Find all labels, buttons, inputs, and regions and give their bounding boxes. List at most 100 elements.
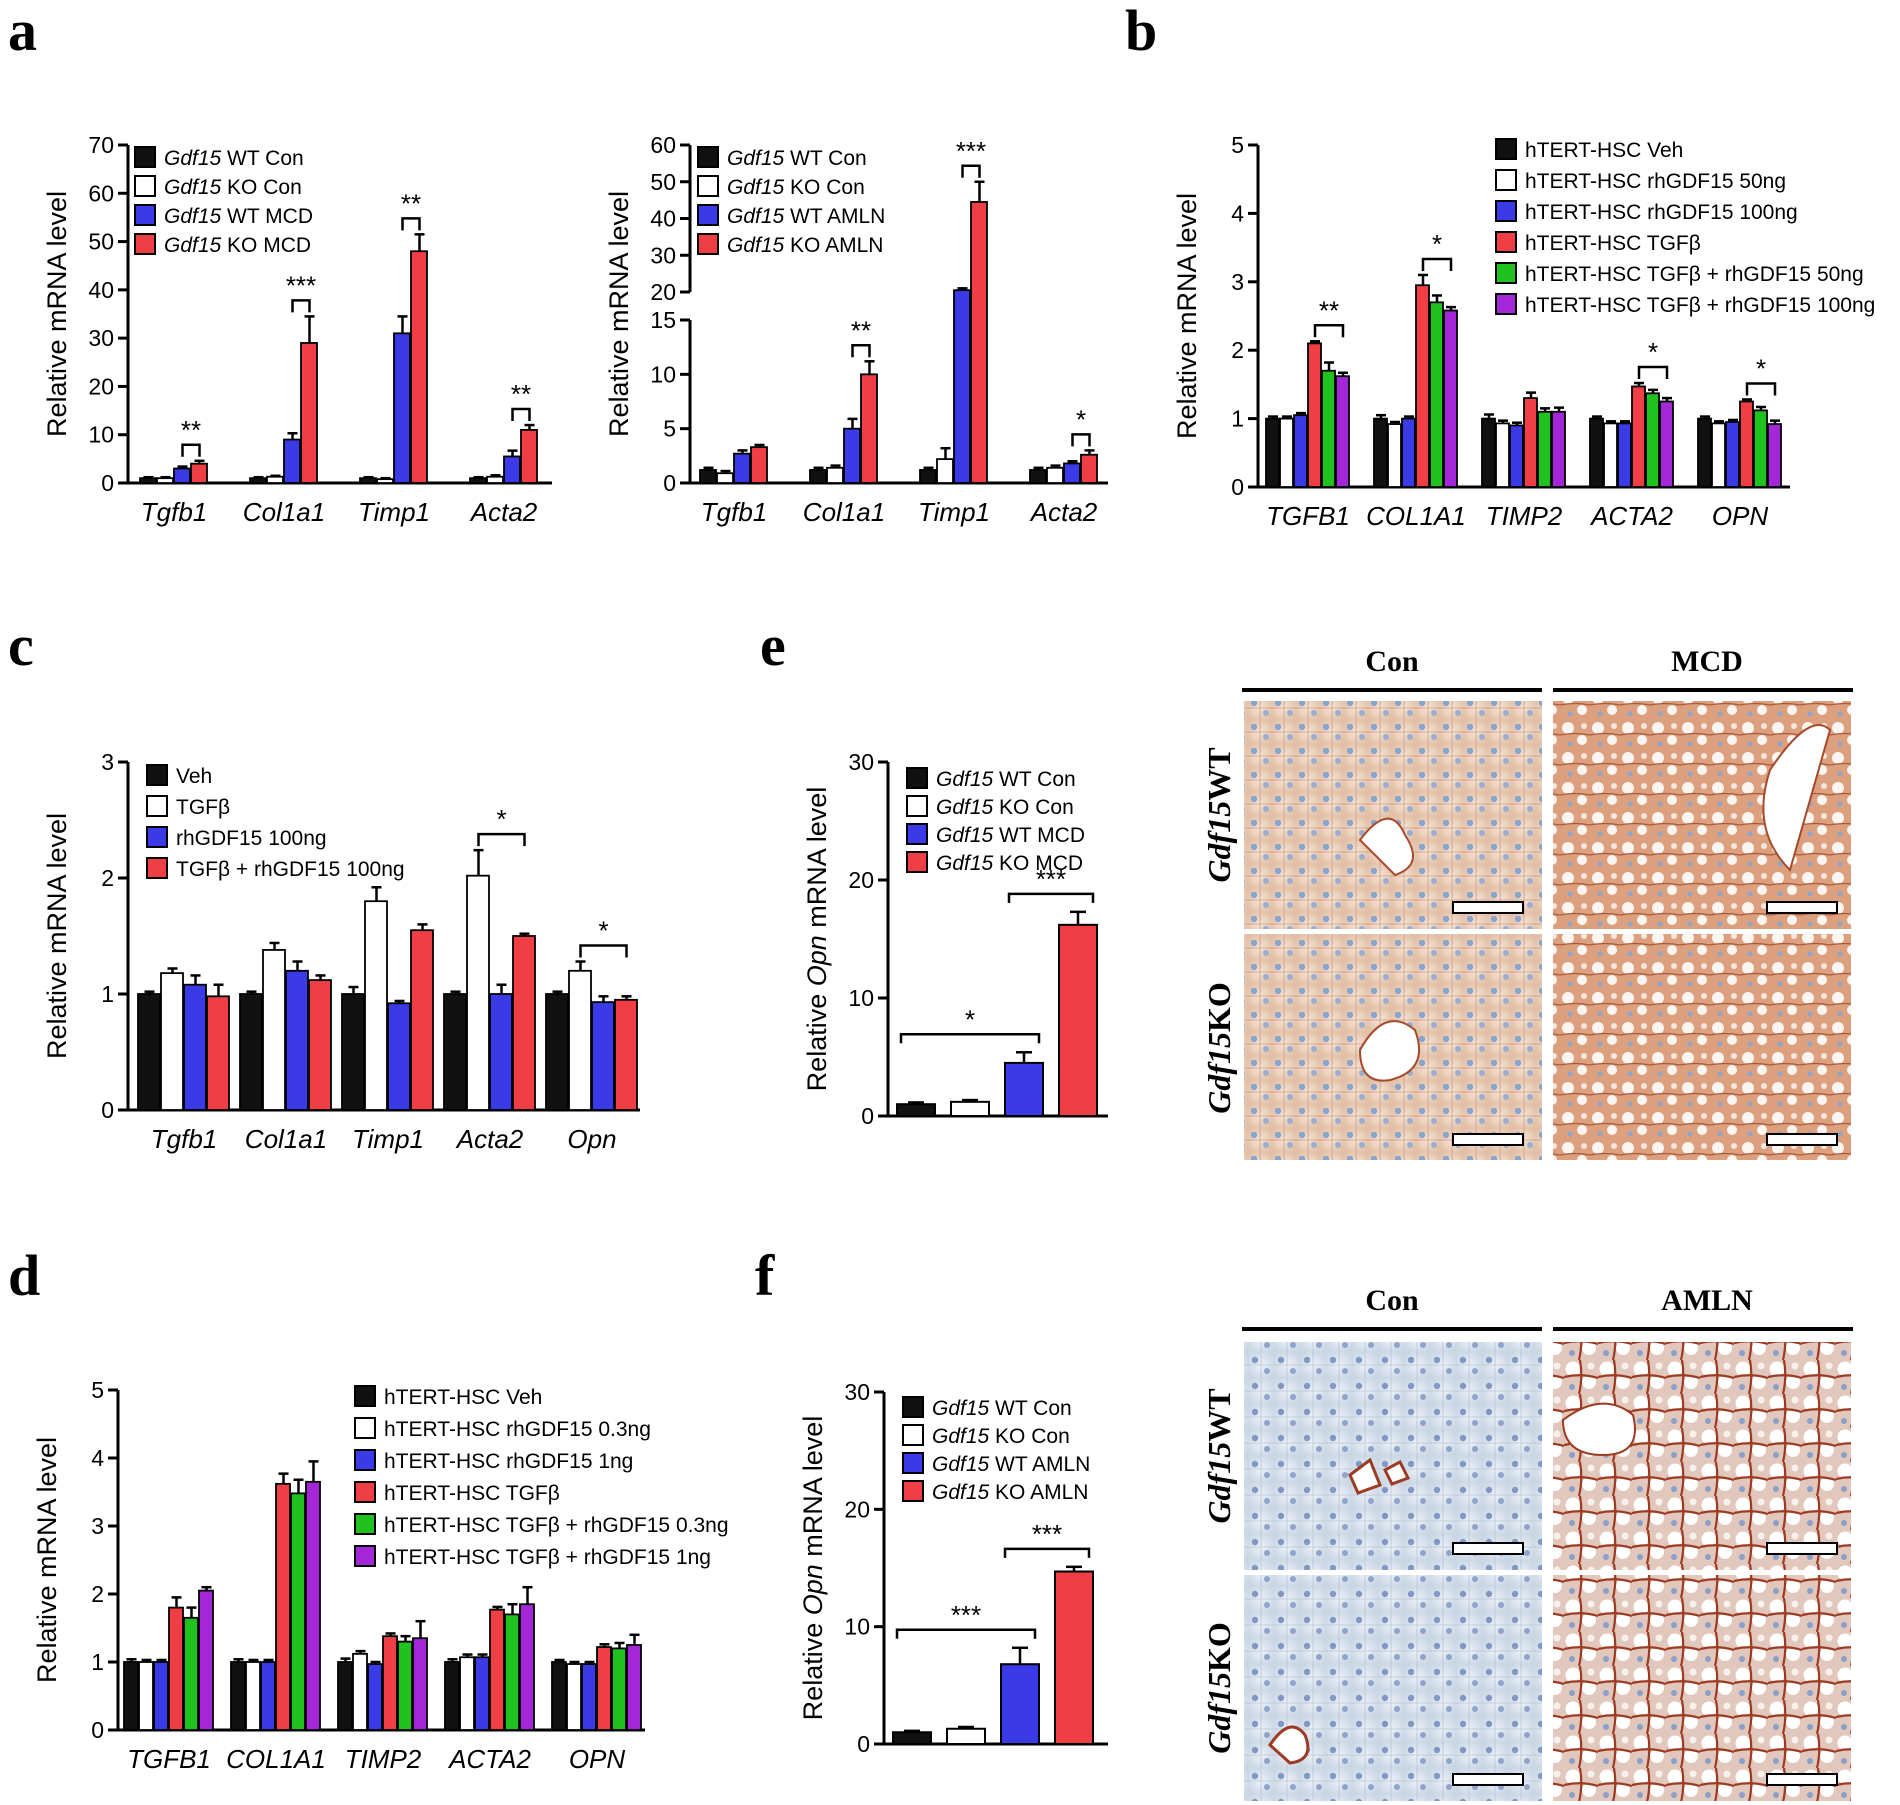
b-bar bbox=[1443, 309, 1458, 488]
chart-c: 0 1 2 3 Relative mRNA level Tgfb1 Col1a1 Timp1 A… bbox=[42, 749, 640, 1154]
a2-y-tick-label: 40 bbox=[650, 206, 676, 232]
a2-bar bbox=[936, 458, 954, 484]
d-bar bbox=[367, 1663, 383, 1731]
b-significance-label: * bbox=[1648, 337, 1658, 367]
b-bar bbox=[1697, 417, 1712, 488]
a1-legend-label: Gdf15 KO MCD bbox=[164, 234, 311, 257]
b-bar bbox=[1725, 421, 1740, 488]
histology-f-ko-amln-image bbox=[1553, 1575, 1851, 1801]
c-significance-bracket bbox=[579, 944, 628, 958]
histology-e-vessel bbox=[1358, 817, 1414, 877]
a1-legend-label: Gdf15 WT Con bbox=[164, 147, 304, 170]
b-x-tick-label: TGFB1 bbox=[1266, 501, 1350, 531]
d-bar bbox=[123, 1661, 139, 1731]
scale-bar bbox=[1452, 1133, 1524, 1146]
e-significance-label: *** bbox=[1036, 864, 1066, 894]
a1-significance-bracket bbox=[401, 217, 421, 231]
b-significance-bracket bbox=[1421, 257, 1453, 271]
b-legend-swatch bbox=[1495, 293, 1517, 315]
a2-legend-label: Gdf15 KO AMLN bbox=[727, 234, 883, 257]
a1-x-tick-label: Col1a1 bbox=[243, 497, 325, 527]
a1-bar bbox=[249, 477, 267, 484]
a2-bar bbox=[1063, 462, 1081, 484]
b-bar bbox=[1481, 417, 1496, 488]
b-bar bbox=[1617, 422, 1632, 488]
b-legend-swatch bbox=[1495, 169, 1517, 191]
b-y-tick-label: 1 bbox=[1231, 406, 1244, 432]
c-y-tick-label: 1 bbox=[101, 981, 114, 1007]
a1-x-tick-label: Timp1 bbox=[358, 497, 430, 527]
b-bar bbox=[1387, 423, 1402, 488]
c-bar bbox=[466, 874, 490, 1111]
b-bar bbox=[1645, 392, 1660, 488]
d-legend-swatch bbox=[354, 1513, 376, 1535]
a1-significance-label: ** bbox=[401, 188, 421, 218]
a2-y-tick-label: 5 bbox=[663, 416, 676, 442]
b-y-tick-label: 3 bbox=[1231, 269, 1244, 295]
histology-e-vessel bbox=[1762, 724, 1832, 872]
c-bar bbox=[410, 929, 434, 1111]
histology-f-col-header-1: Con bbox=[1365, 1284, 1419, 1317]
a2-y-tick-label: 20 bbox=[650, 279, 676, 305]
f-legend-label: Gdf15 WT Con bbox=[932, 1397, 1072, 1420]
a2-bar bbox=[1029, 469, 1047, 484]
b-x-tick-label: TIMP2 bbox=[1486, 501, 1563, 531]
b-bar bbox=[1659, 400, 1674, 488]
a1-y-tick-label: 50 bbox=[88, 229, 114, 255]
f-legend-label: Gdf15 KO Con bbox=[932, 1425, 1070, 1448]
a2-significance-bracket bbox=[851, 344, 871, 358]
histology-panel-e: Con MCD Gdf15WT Gdf15KO bbox=[1201, 645, 1853, 1160]
d-legend-swatch bbox=[354, 1545, 376, 1567]
f-legend-swatch bbox=[902, 1424, 924, 1446]
b-bar bbox=[1335, 375, 1350, 488]
e-y-axis-label: Relative Opn mRNA level bbox=[802, 787, 832, 1092]
b-legend-label: hTERT-HSC TGFβ bbox=[1525, 232, 1701, 255]
e-bar bbox=[1004, 1061, 1044, 1118]
a2-bar bbox=[826, 466, 844, 484]
b-bar bbox=[1509, 424, 1524, 488]
a1-significance-bracket bbox=[511, 407, 531, 422]
f-bar bbox=[1000, 1663, 1040, 1746]
a1-legend-label: Gdf15 KO Con bbox=[164, 176, 302, 199]
d-bar bbox=[519, 1603, 535, 1731]
d-bar bbox=[153, 1661, 169, 1731]
d-bar bbox=[275, 1482, 291, 1731]
a2-x-tick-label: Timp1 bbox=[918, 497, 990, 527]
a2-bar bbox=[1046, 466, 1064, 484]
scale-bar bbox=[1766, 1773, 1838, 1786]
e-significance-bracket bbox=[1007, 892, 1095, 903]
c-legend-label: rhGDF15 100ng bbox=[176, 827, 327, 850]
c-legend-label: TGFβ + rhGDF15 100ng bbox=[176, 858, 405, 881]
d-bar bbox=[566, 1663, 582, 1731]
d-legend-label: hTERT-HSC rhGDF15 0.3ng bbox=[384, 1418, 651, 1441]
a1-y-tick-label: 60 bbox=[88, 180, 114, 206]
histology-f-vessel bbox=[1348, 1457, 1411, 1495]
d-legend-label: hTERT-HSC TGFβ + rhGDF15 1ng bbox=[384, 1546, 711, 1569]
d-y-tick-label: 2 bbox=[91, 1581, 104, 1607]
chart-f: 0 10 20 30 Relative Opn mRNA level *** *** Gdf1… bbox=[798, 1379, 1108, 1757]
f-bar bbox=[1054, 1570, 1094, 1746]
a2-legend-swatch bbox=[697, 146, 719, 168]
e-y-tick-label: 30 bbox=[848, 749, 874, 775]
a1-y-axis-label: Relative mRNA level bbox=[42, 191, 72, 437]
d-legend-label: hTERT-HSC rhGDF15 1ng bbox=[384, 1450, 633, 1473]
b-bar bbox=[1307, 342, 1322, 488]
d-legend-swatch bbox=[354, 1385, 376, 1407]
c-bar bbox=[160, 972, 184, 1111]
panel-label-f: f bbox=[755, 1243, 775, 1308]
c-legend-swatch bbox=[146, 826, 168, 848]
a1-bar bbox=[173, 467, 191, 484]
c-bar bbox=[341, 993, 365, 1111]
a1-bar bbox=[359, 477, 377, 484]
histology-e-row-label-ko: Gdf15KO bbox=[1201, 982, 1237, 1114]
histology-e-col-header-1: Con bbox=[1365, 645, 1419, 678]
c-y-axis-label: Relative mRNA level bbox=[42, 813, 72, 1059]
d-legend-label: hTERT-HSC TGFβ bbox=[384, 1482, 560, 1505]
c-legend-swatch bbox=[146, 764, 168, 786]
d-x-tick-label: ACTA2 bbox=[447, 1744, 531, 1774]
b-legend-swatch bbox=[1495, 138, 1517, 160]
d-bar bbox=[382, 1635, 398, 1731]
e-bar bbox=[1058, 923, 1098, 1118]
a1-significance-bracket bbox=[291, 299, 311, 313]
